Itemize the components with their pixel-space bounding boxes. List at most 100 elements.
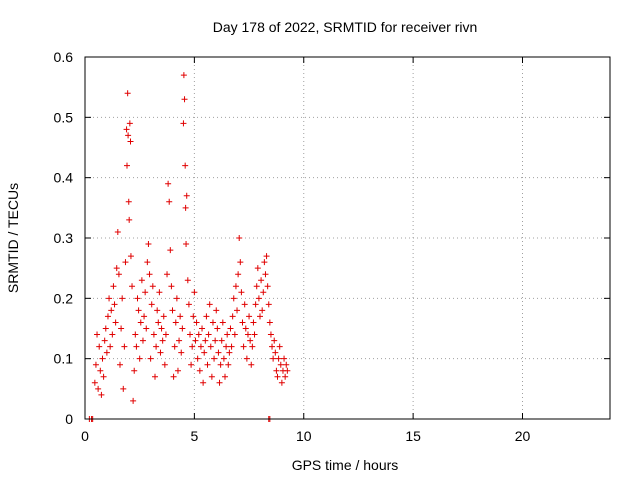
y-tick-label: 0.1 [54, 351, 74, 367]
data-point [248, 361, 255, 368]
data-point [164, 271, 171, 278]
data-point [144, 259, 151, 266]
data-point [98, 391, 105, 398]
data-point [97, 367, 104, 374]
data-point [266, 319, 273, 326]
data-point [104, 313, 111, 320]
data-point [238, 289, 245, 296]
data-point [118, 325, 125, 332]
data-point [195, 331, 202, 338]
data-point [141, 313, 148, 320]
data-point [208, 373, 215, 380]
data-point [117, 361, 123, 368]
data-point [102, 325, 109, 332]
data-point [209, 319, 216, 326]
data-point [215, 349, 222, 356]
data-point [131, 367, 138, 374]
x-axis-label: GPS time / hours [292, 457, 399, 473]
x-tick-label: 5 [190, 428, 198, 444]
data-point [242, 325, 249, 332]
data-point [142, 289, 149, 296]
data-point [194, 355, 201, 362]
data-point [255, 295, 262, 302]
data-point [130, 397, 137, 404]
data-point [136, 355, 143, 362]
data-point [148, 301, 155, 308]
data-point [211, 355, 218, 362]
data-point [228, 343, 235, 350]
data-point [189, 343, 196, 350]
data-point [193, 319, 200, 326]
data-point [235, 271, 242, 278]
axis-ticks: 0 0.1 0.2 0.3 0.4 0.5 0.6 0 5 10 15 20 [54, 49, 610, 444]
data-point [276, 343, 283, 350]
data-point [184, 277, 191, 284]
data-point [162, 331, 169, 338]
data-point [124, 162, 130, 169]
data-point [218, 337, 225, 344]
data-point [170, 373, 177, 380]
data-point [103, 349, 110, 356]
y-tick-label: 0.6 [54, 49, 74, 65]
data-point [260, 289, 267, 296]
data-point [176, 337, 183, 344]
y-tick-label: 0.5 [54, 109, 74, 125]
x-tick-label: 10 [296, 428, 312, 444]
data-point [283, 361, 290, 368]
data-point [262, 271, 269, 278]
data-point [101, 337, 108, 344]
data-point [150, 331, 157, 338]
data-point [201, 349, 208, 356]
data-point [92, 361, 99, 368]
data-point [237, 259, 244, 266]
data-point [108, 307, 115, 314]
data-point [179, 325, 186, 332]
data-point [212, 337, 219, 344]
data-point [174, 367, 181, 374]
data-point [261, 259, 268, 266]
data-point [196, 367, 203, 374]
data-point [246, 313, 253, 320]
chart-title: Day 178 of 2022, SRMTID for receiver riv… [213, 19, 478, 35]
y-tick-label: 0.2 [54, 290, 74, 306]
data-point [91, 379, 98, 386]
y-tick-label: 0 [65, 411, 73, 427]
data-point [223, 343, 230, 350]
data-point [274, 373, 281, 380]
data-point [206, 301, 213, 308]
data-point [190, 313, 197, 320]
data-point [224, 331, 231, 338]
data-point [134, 295, 141, 302]
data-point [216, 379, 223, 386]
data-point [264, 283, 271, 290]
data-point [203, 313, 210, 320]
data-point [214, 325, 221, 332]
data-point [205, 331, 212, 338]
data-point [139, 337, 146, 344]
data-points [86, 72, 291, 422]
data-point [145, 241, 152, 248]
data-point [229, 313, 236, 320]
data-point [149, 283, 156, 290]
data-point [132, 331, 139, 338]
data-point [180, 120, 187, 127]
data-point [160, 313, 167, 320]
data-point [249, 343, 256, 350]
data-point [114, 228, 121, 235]
data-point [269, 343, 276, 350]
x-tick-label: 20 [515, 428, 531, 444]
data-point [121, 343, 128, 350]
data-point [225, 361, 232, 368]
data-point [125, 132, 132, 139]
data-point [202, 337, 209, 344]
data-point [250, 319, 257, 326]
data-point [96, 343, 103, 350]
data-point [155, 319, 162, 326]
data-point [156, 289, 163, 296]
data-point [167, 247, 174, 254]
data-point [171, 343, 178, 350]
data-point [282, 373, 289, 380]
data-point [125, 198, 132, 205]
data-point [109, 331, 116, 338]
